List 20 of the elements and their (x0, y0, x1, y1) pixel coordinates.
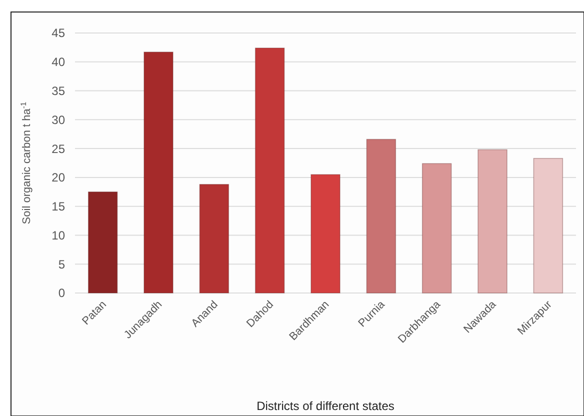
y-tick-label: 5 (58, 257, 66, 272)
x-axis-title: Districts of different states (256, 399, 394, 413)
y-tick-label: 40 (52, 55, 66, 70)
y-tick-label: 25 (52, 142, 66, 156)
y-tick-label: 30 (52, 112, 66, 127)
bar (533, 158, 564, 294)
y-tick-label: 45 (52, 26, 66, 40)
y-tick-label: 10 (52, 228, 66, 242)
y-tick-label: 35 (52, 84, 66, 98)
y-tick-label: 0 (58, 286, 66, 300)
bar (422, 163, 452, 294)
bar (88, 191, 118, 294)
y-tick-label: 15 (52, 200, 66, 214)
bar (199, 184, 230, 294)
bar (310, 174, 340, 294)
y-tick-label: 20 (52, 170, 66, 185)
bar (144, 52, 174, 294)
bar (478, 149, 508, 294)
bar (366, 138, 396, 294)
bar (254, 48, 285, 294)
